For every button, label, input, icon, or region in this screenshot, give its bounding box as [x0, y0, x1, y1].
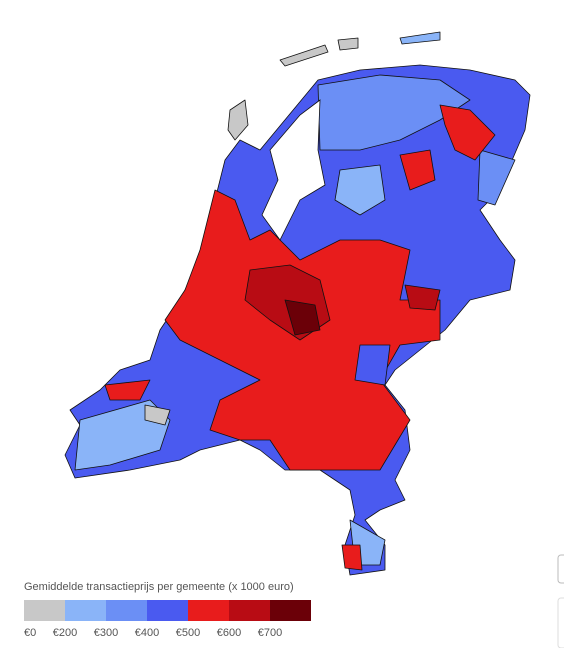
legend-tick-label: €0 [24, 627, 36, 639]
legend-tick-label: €400 [135, 627, 159, 639]
legend: €0 €200 €300 €400 €500 €600 €700 [24, 600, 311, 639]
map [64, 31, 531, 576]
legend-swatch [188, 600, 229, 621]
region [341, 544, 363, 571]
legend-tick-label: €200 [53, 627, 77, 639]
legend-swatch [147, 600, 188, 621]
region [334, 164, 386, 216]
side-widget[interactable] [557, 554, 564, 584]
island [337, 37, 359, 51]
island [399, 31, 441, 45]
legend-tick-label: €500 [176, 627, 200, 639]
legend-title: Gemiddelde transactieprijs per gemeente … [24, 581, 294, 593]
region [144, 404, 171, 426]
region [404, 284, 441, 311]
legend-tick-label: €700 [258, 627, 282, 639]
region [439, 104, 496, 161]
island [227, 99, 249, 141]
region [317, 74, 471, 151]
legend-swatch [106, 600, 147, 621]
legend-tick-label: €600 [217, 627, 241, 639]
legend-tick-label: €300 [94, 627, 118, 639]
legend-swatch [24, 600, 65, 621]
region [104, 379, 151, 401]
water [261, 99, 326, 241]
legend-swatch [270, 600, 311, 621]
island [279, 44, 329, 67]
side-widget[interactable] [557, 597, 564, 648]
region [284, 299, 321, 336]
legend-swatch [65, 600, 106, 621]
region [477, 149, 516, 206]
region [399, 149, 436, 191]
region [354, 344, 391, 386]
legend-swatch [229, 600, 270, 621]
